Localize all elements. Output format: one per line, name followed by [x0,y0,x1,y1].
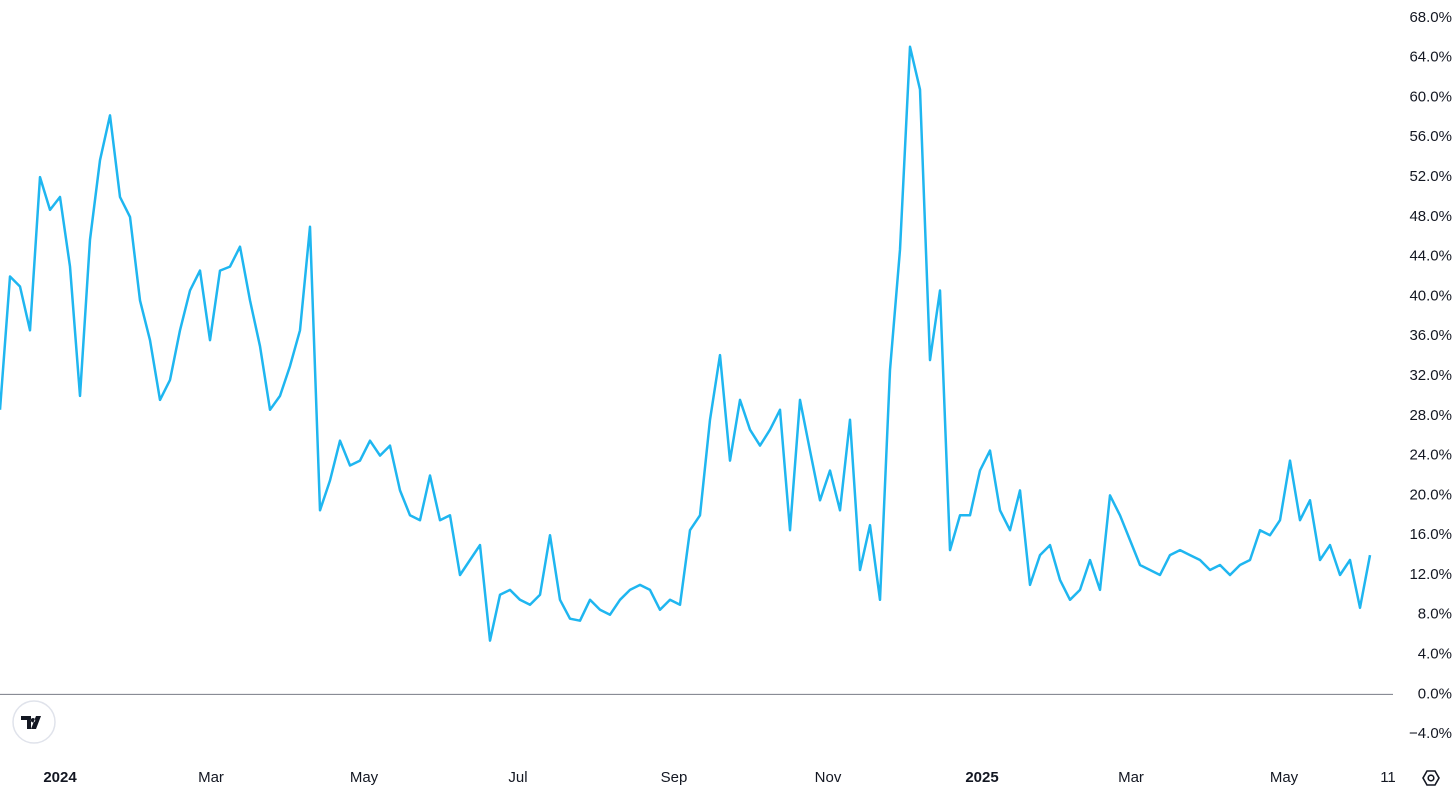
x-tick-label: Jul [508,769,527,786]
x-tick-label: 2025 [965,769,998,786]
y-tick-label: 24.0% [1409,447,1452,464]
settings-hex[interactable] [1422,770,1440,786]
y-tick-label: 8.0% [1418,606,1452,623]
y-tick-label: 52.0% [1409,168,1452,185]
y-tick-label: 44.0% [1409,248,1452,265]
x-tick-label: Sep [661,769,688,786]
y-tick-label: 40.0% [1409,287,1452,304]
y-tick-label: 20.0% [1409,486,1452,503]
line-series [0,45,1372,642]
x-tick-label: May [1270,769,1299,786]
x-tick-label: 2024 [43,769,77,786]
x-tick-label: May [350,769,379,786]
y-tick-label: 48.0% [1409,208,1452,225]
x-tick-label: Mar [198,769,224,786]
y-tick-label: 28.0% [1409,407,1452,424]
y-tick-label: 12.0% [1409,566,1452,583]
y-tick-label: 4.0% [1418,646,1452,663]
y-tick-label: 60.0% [1409,88,1452,105]
y-tick-label: 0.0% [1418,685,1452,702]
y-tick-label: 56.0% [1409,128,1452,145]
y-tick-label: 36.0% [1409,327,1452,344]
tradingview-logo[interactable] [12,700,56,744]
settings-dot [1427,774,1435,782]
logo-glyph [21,716,41,729]
y-tick-label: 32.0% [1409,367,1452,384]
y-tick-label: 16.0% [1409,526,1452,543]
y-tick-label: 68.0% [1409,9,1452,26]
settings-icon[interactable] [1422,770,1440,786]
x-tick-label: 11 [1380,769,1396,786]
x-tick-label: Mar [1118,769,1144,786]
y-tick-label: 64.0% [1409,49,1452,66]
x-tick-label: Nov [815,769,842,786]
y-tick-label: −4.0% [1409,725,1452,742]
logo-circle[interactable] [12,700,56,744]
